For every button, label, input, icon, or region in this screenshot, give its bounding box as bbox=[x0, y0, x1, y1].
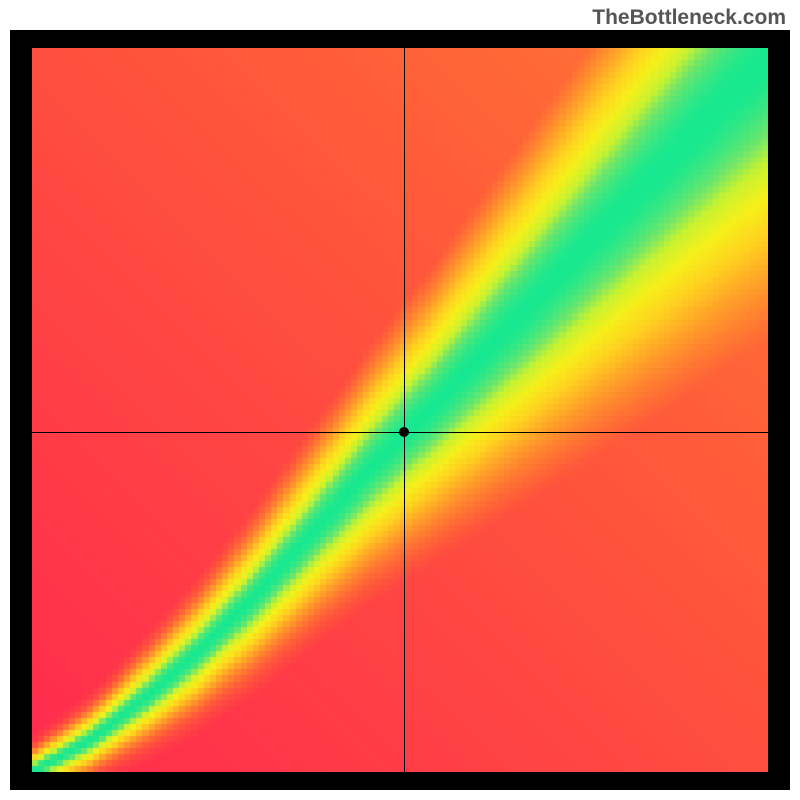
marker-dot bbox=[399, 427, 409, 437]
crosshair-vertical bbox=[404, 48, 405, 772]
chart-frame bbox=[10, 30, 790, 790]
heatmap-canvas bbox=[32, 48, 768, 772]
plot-area bbox=[32, 48, 768, 772]
watermark-text: TheBottleneck.com bbox=[592, 6, 786, 30]
